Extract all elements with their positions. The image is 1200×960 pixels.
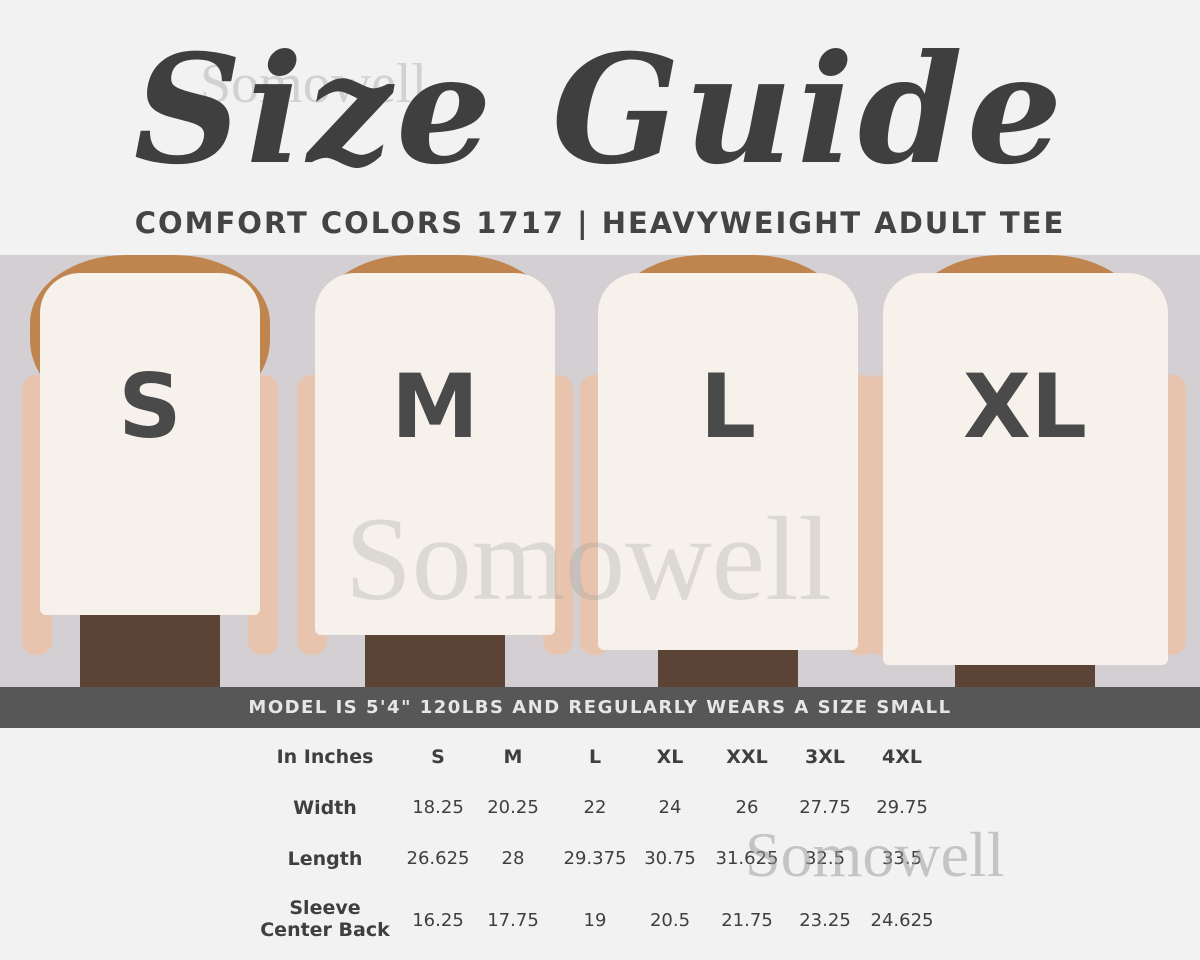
row-label-line: Center Back: [260, 919, 390, 941]
model-photo: S M L XL: [0, 255, 1200, 687]
model-figure: XL: [864, 255, 1186, 687]
table-cell: 24: [658, 797, 682, 818]
table-cell: 29.375: [563, 848, 627, 869]
column-header: 3XL: [805, 746, 845, 768]
row-label: Length: [287, 848, 363, 870]
column-header: XL: [656, 746, 684, 768]
table-cell: 28: [501, 848, 525, 869]
column-header: L: [588, 746, 602, 768]
t-shirt: [598, 273, 858, 650]
table-cell: 20.25: [487, 797, 539, 818]
row-label: Width: [293, 797, 357, 819]
size-label: L: [699, 355, 757, 458]
column-header: M: [503, 746, 523, 768]
watermark: Somowell: [200, 53, 428, 115]
table-cell: 19: [583, 910, 607, 931]
table-cell: 32.5: [804, 848, 846, 869]
model-figure: M: [285, 255, 585, 687]
watermark: Somowell: [345, 492, 832, 625]
table-cell: 33.5: [881, 848, 923, 869]
model-figure: S: [0, 255, 300, 687]
table-cell: 26.625: [406, 848, 470, 869]
size-label: S: [118, 355, 182, 458]
table-cell: 21.75: [721, 910, 773, 931]
size-label: XL: [963, 355, 1087, 458]
subtitle: COMFORT COLORS 1717 | HEAVYWEIGHT ADULT …: [134, 206, 1066, 240]
t-shirt: [315, 273, 555, 635]
row-label-line: Sleeve: [289, 897, 361, 919]
table-cell: 24.625: [870, 910, 934, 931]
table-cell: 29.75: [876, 797, 928, 818]
table-cell: 31.625: [715, 848, 779, 869]
table-cell: 18.25: [412, 797, 464, 818]
page-title: Size Guide: [133, 22, 1067, 198]
table-cell: 23.25: [799, 910, 851, 931]
column-header: XXL: [726, 746, 768, 768]
column-header: 4XL: [882, 746, 922, 768]
watermark: Somowell: [745, 819, 1005, 890]
table-cell: 26: [735, 797, 759, 818]
t-shirt: [40, 273, 260, 615]
model-note-banner: MODEL IS 5'4" 120LBS AND REGULARLY WEARS…: [0, 687, 1200, 728]
table-cell: 20.5: [649, 910, 691, 931]
column-header: S: [431, 746, 445, 768]
table-cell: 30.75: [644, 848, 696, 869]
size-label: M: [391, 355, 479, 458]
table-header-label: In Inches: [276, 746, 374, 768]
t-shirt: [882, 273, 1168, 665]
table-cell: 17.75: [487, 910, 539, 931]
table-cell: 22: [583, 797, 607, 818]
table-cell: 16.25: [412, 910, 464, 931]
table-cell: 27.75: [799, 797, 851, 818]
row-label: Sleeve Center Back: [245, 897, 405, 941]
